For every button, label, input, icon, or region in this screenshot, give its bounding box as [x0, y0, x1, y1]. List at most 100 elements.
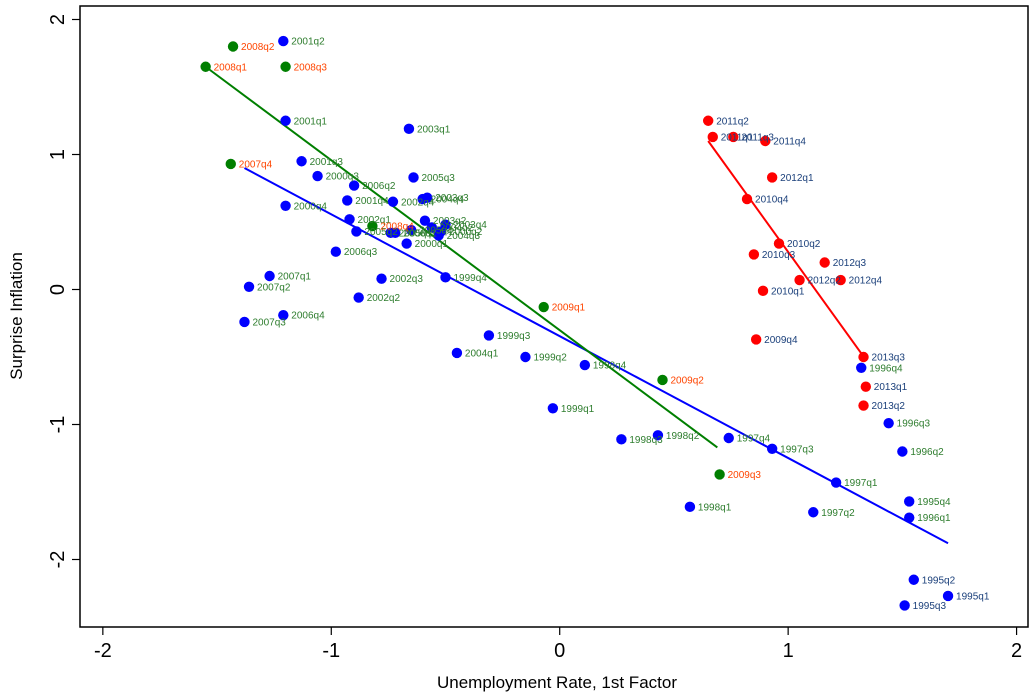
point-label-2009q3: 2009q3: [728, 470, 762, 481]
plot-area-frame: [79, 5, 1029, 628]
point-2011q4: [760, 135, 771, 147]
point-label-1998q4: 1998q4: [593, 361, 627, 372]
point-2007q4: [225, 158, 236, 170]
point-label-2003q2: 2003q2: [433, 216, 467, 227]
point-label-1999q2: 1999q2: [533, 353, 567, 364]
point-2012q2: [794, 274, 805, 286]
point-1997q3: [766, 443, 778, 454]
point-1996q2: [897, 446, 908, 457]
point-label-2001q3: 2001q3: [310, 157, 344, 168]
point-label-2011q2: 2011q2: [716, 116, 749, 127]
point-label-2009q4: 2009q4: [764, 335, 798, 346]
point-label-2005q4: 2005q4: [419, 226, 453, 237]
point-2009q2: [657, 374, 668, 386]
point-1998q3: [616, 434, 627, 445]
point-label-2013q2: 2013q2: [872, 401, 906, 412]
point-2012q3: [819, 257, 830, 268]
point-label-2010q1: 2010q1: [771, 286, 805, 297]
point-2001q1: [280, 115, 291, 126]
point-2013q1: [860, 381, 872, 392]
y-axis-title: Surprise Inflation: [7, 252, 26, 380]
point-1997q4: [723, 432, 734, 444]
point-label-1997q2: 1997q2: [821, 508, 855, 519]
x-tick-label: 1: [783, 640, 794, 662]
point-label-2001q2: 2001q2: [291, 37, 325, 48]
point-2011q1: [707, 131, 718, 143]
point-2000q3: [312, 170, 323, 182]
point-label-1997q3: 1997q3: [780, 444, 814, 455]
point-1998q1: [684, 501, 696, 513]
point-2002q3: [376, 273, 387, 284]
point-2002q1: [344, 214, 355, 225]
point-label-2004q2: 2004q2: [440, 223, 474, 234]
point-2001q4: [342, 195, 353, 206]
point-label-1999q1: 1999q1: [561, 404, 595, 415]
point-label-1995q1: 1995q1: [956, 591, 990, 602]
point-label-2012q4: 2012q4: [849, 276, 883, 287]
point-2005q3: [408, 172, 419, 183]
point-2003q2: [419, 215, 431, 226]
point-label-2005q1: 2005q1: [399, 228, 433, 239]
x-tick-label: -2: [94, 640, 112, 662]
point-2008q1: [200, 61, 211, 72]
y-tick-label: -1: [47, 416, 69, 434]
point-2004q2: [426, 222, 437, 233]
point-label-2004q4: 2004q4: [431, 195, 465, 206]
x-tick-label: 0: [554, 640, 565, 662]
point-2008q2: [227, 41, 239, 52]
point-label-2006q3: 2006q3: [344, 247, 378, 258]
point-label-2008q1: 2008q1: [214, 62, 248, 73]
y-tick-label: 1: [47, 149, 69, 160]
point-label-2000q2: 2000q2: [449, 227, 483, 238]
point-label-2006q4: 2006q4: [291, 311, 325, 322]
fit-line-red: [707, 140, 867, 361]
point-2004q3: [433, 230, 444, 241]
point-label-2006q2: 2006q2: [362, 181, 396, 192]
point-2002q4: [387, 196, 399, 207]
point-2007q2: [243, 281, 255, 292]
point-1995q4: [904, 496, 915, 507]
point-2010q1: [757, 285, 769, 297]
point-1997q1: [830, 477, 842, 488]
point-label-1995q3: 1995q3: [913, 601, 947, 612]
point-label-2005q3: 2005q3: [422, 173, 456, 184]
point-label-1995q2: 1995q2: [922, 575, 956, 586]
point-2006q4: [278, 309, 289, 321]
point-label-2004q1: 2004q1: [465, 348, 499, 359]
point-1995q2: [908, 574, 919, 585]
fit-line-green: [205, 65, 718, 449]
point-1998q4: [579, 359, 591, 371]
point-2010q4: [741, 193, 753, 205]
point-1997q2: [808, 507, 819, 518]
point-label-2008q3: 2008q3: [294, 62, 328, 73]
point-label-2011q3: 2011q3: [741, 132, 774, 143]
point-label-2011q1: 2011q1: [721, 132, 754, 143]
point-label-1998q3: 1998q3: [629, 435, 663, 446]
point-label-2013q3: 2013q3: [872, 353, 906, 364]
point-label-2002q4: 2002q4: [401, 197, 435, 208]
point-label-2012q1: 2012q1: [780, 173, 814, 184]
point-2005q2: [351, 226, 362, 237]
point-label-2008q2: 2008q2: [241, 42, 275, 53]
point-label-1996q1: 1996q1: [917, 513, 951, 524]
point-2013q2: [858, 400, 869, 411]
point-label-2005q2: 2005q2: [364, 227, 398, 238]
point-label-2009q2: 2009q2: [671, 375, 705, 386]
point-label-2010q4: 2010q4: [755, 195, 789, 206]
point-1995q3: [899, 600, 910, 611]
point-label-2009q1: 2009q1: [552, 303, 586, 314]
point-2003q4: [440, 219, 451, 230]
point-1996q4: [856, 362, 867, 373]
point-label-2008q4: 2008q4: [380, 222, 414, 233]
point-label-2003q3: 2003q3: [435, 193, 469, 204]
y-tick-label: 2: [47, 14, 69, 25]
point-2008q3: [280, 61, 291, 72]
point-2003q1: [403, 123, 415, 135]
point-1996q1: [904, 512, 915, 523]
point-label-1995q4: 1995q4: [917, 497, 951, 508]
point-label-1996q4: 1996q4: [869, 363, 903, 374]
point-label-2002q2: 2002q2: [367, 293, 401, 304]
point-label-2011q4: 2011q4: [773, 137, 806, 148]
data-points: [200, 35, 954, 611]
point-2007q1: [264, 270, 275, 282]
